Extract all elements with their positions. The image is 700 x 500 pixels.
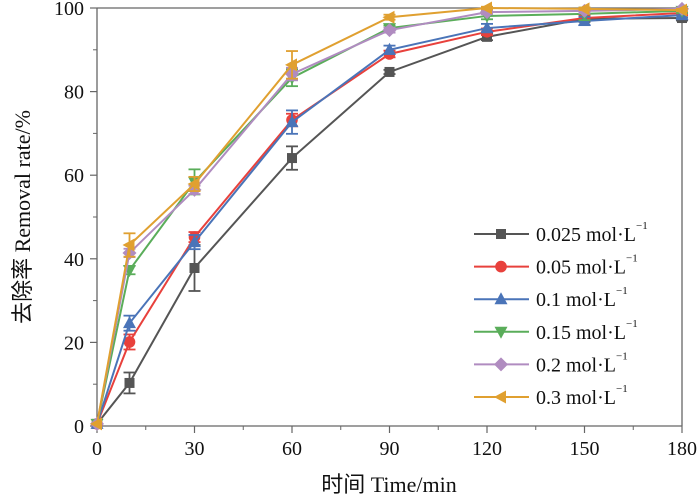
- data-point: [480, 21, 494, 34]
- data-point: [384, 66, 395, 77]
- x-tick-label: 90: [380, 438, 400, 460]
- series-line: [96, 7, 683, 425]
- data-point: [382, 23, 397, 38]
- y-tick-label: 80: [64, 82, 84, 104]
- legend: 0.025 mol·L−1 0.05 mol·L−1 0.1 mol·L−1 0.15…: [474, 220, 648, 409]
- legend-label: 0.025 mol·L−1: [536, 220, 648, 246]
- legend-marker: [496, 229, 506, 239]
- legend-item: 0.05 mol·L−1: [474, 253, 638, 279]
- legend-label: 0.05 mol·L−1: [536, 253, 638, 279]
- series-line: [96, 6, 683, 425]
- legend-label: 0.1 mol·L−1: [536, 285, 628, 311]
- data-point: [189, 262, 200, 273]
- legend-item: 0.3 mol·L−1: [474, 383, 628, 409]
- data-point: [287, 153, 297, 164]
- y-tick-label: 60: [64, 165, 84, 187]
- legend-item: 0.1 mol·L−1: [474, 285, 628, 311]
- x-tick-label: 120: [472, 438, 502, 460]
- legend-label-superscript: −1: [636, 220, 648, 232]
- x-tick-label: 60: [282, 438, 302, 460]
- y-tick-label: 40: [64, 249, 84, 271]
- x-tick-label: 30: [185, 438, 205, 460]
- data-point: [480, 1, 492, 15]
- legend-label-superscript: −1: [616, 383, 628, 395]
- series-line: [96, 14, 683, 425]
- legend-label-superscript: −1: [616, 285, 628, 297]
- data-point: [124, 377, 135, 388]
- y-tick-label: 0: [74, 416, 84, 438]
- legend-label-superscript: −1: [626, 318, 638, 330]
- x-tick-label: 150: [570, 438, 600, 460]
- data-point: [122, 238, 135, 252]
- legend-marker: [494, 390, 506, 404]
- legend-label: 0.2 mol·L−1: [536, 350, 628, 376]
- data-point: [675, 3, 687, 17]
- y-axis-title: 去除率 Removal rate/%: [10, 110, 35, 324]
- legend-item: 0.025 mol·L−1: [474, 220, 648, 246]
- data-point: [123, 316, 136, 329]
- data-point: [90, 417, 102, 431]
- legend-marker: [494, 326, 508, 339]
- series-group: [90, 1, 689, 431]
- y-tick-label: 100: [54, 0, 84, 20]
- legend-marker: [494, 357, 508, 372]
- data-point: [188, 235, 201, 248]
- x-tick-label: 0: [92, 438, 102, 460]
- data-point: [382, 10, 395, 24]
- x-tick-label: 180: [667, 438, 697, 460]
- series-triangle-left: [90, 1, 688, 431]
- legend-label-superscript: −1: [626, 253, 638, 265]
- legend-marker: [494, 292, 508, 305]
- axes: 0 30 60 90 120 150 180 0 20 40 60 80 100: [54, 0, 697, 460]
- legend-marker: [495, 260, 507, 273]
- legend-item: 0.2 mol·L−1: [474, 350, 628, 376]
- legend-item: 0.15 mol·L−1: [474, 318, 638, 344]
- legend-label-superscript: −1: [616, 350, 628, 362]
- data-point: [285, 58, 297, 72]
- y-tick-label: 20: [64, 332, 84, 354]
- legend-label: 0.15 mol·L−1: [536, 318, 638, 344]
- data-point: [383, 42, 396, 55]
- data-point: [123, 336, 136, 348]
- data-point: [285, 115, 299, 128]
- legend-label: 0.3 mol·L−1: [536, 383, 628, 409]
- data-point: [187, 177, 200, 191]
- x-axis-title: 时间 Time/min: [321, 472, 457, 497]
- data-point: [577, 2, 590, 16]
